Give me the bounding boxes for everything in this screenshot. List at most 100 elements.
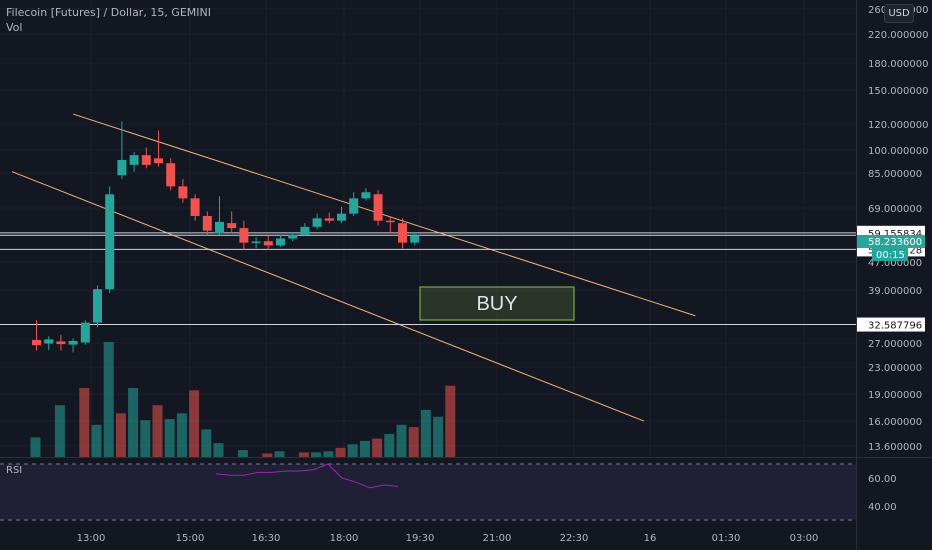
volume-bar — [347, 444, 358, 457]
horizontal-line-value: 59.155834 — [868, 229, 922, 240]
y-tick-label: 39.000000 — [868, 286, 922, 297]
candle-body[interactable] — [190, 198, 200, 216]
y-tick-label: 23.000000 — [868, 363, 922, 374]
x-tick-label: 18:00 — [330, 533, 359, 544]
buy-label: BUY — [476, 293, 517, 315]
horizontal-line-value: 32.587796 — [868, 321, 922, 332]
candle-body[interactable] — [166, 163, 176, 187]
candle-body[interactable] — [239, 228, 249, 243]
trendlines[interactable] — [11, 113, 696, 422]
candle-body[interactable] — [288, 234, 298, 239]
volume-bar — [30, 437, 41, 457]
x-tick-label: 16 — [644, 533, 657, 544]
last-price-box — [857, 235, 925, 248]
volume-bar — [408, 427, 419, 457]
candle-body[interactable] — [178, 186, 188, 199]
trendline-0[interactable] — [72, 113, 696, 317]
candle-body[interactable] — [312, 218, 322, 227]
x-tick-label: 21:00 — [483, 533, 512, 544]
candle-body[interactable] — [80, 322, 90, 343]
candle-body[interactable] — [251, 241, 261, 244]
rsi-tick-labels: 60.00 40.00 — [868, 474, 897, 513]
y-tick-label: 47.000000 — [868, 258, 922, 269]
y-tick-label: 180.000000 — [868, 59, 928, 70]
volume-bar — [91, 424, 102, 457]
y-tick-label: 120.000000 — [868, 120, 928, 131]
volume-bar — [140, 420, 151, 457]
trendline-1[interactable] — [11, 171, 645, 422]
candle-body[interactable] — [154, 158, 163, 164]
x-tick-label: 16:30 — [252, 533, 281, 544]
candle-body[interactable] — [68, 340, 78, 345]
volume-bar — [262, 453, 273, 457]
candle-body[interactable] — [398, 223, 407, 243]
candle-body[interactable] — [337, 213, 346, 221]
candle-body[interactable] — [385, 220, 395, 223]
candle-body[interactable] — [93, 289, 102, 323]
candle-body[interactable] — [361, 192, 371, 199]
candle-body[interactable] — [215, 221, 224, 234]
horizontal-line-tag — [857, 317, 925, 332]
time-axis[interactable]: 13:00 15:00 16:30 18:00 19:30 21:00 22:30 16 01:… — [77, 533, 819, 544]
y-tick-label: 16.000000 — [868, 417, 922, 428]
y-tick-label: 27.000000 — [868, 339, 922, 350]
volume-bar — [54, 405, 65, 457]
candles[interactable] — [32, 121, 420, 353]
candle-body[interactable] — [141, 155, 151, 165]
candle-body[interactable] — [202, 215, 212, 231]
candle-body[interactable] — [32, 339, 41, 346]
candle-body[interactable] — [410, 235, 420, 243]
volume-bar — [115, 413, 126, 457]
volume-bar — [298, 452, 309, 457]
candle-body[interactable] — [227, 223, 237, 229]
candle-body[interactable] — [276, 238, 285, 246]
y-tick-label: 150.000000 — [868, 86, 928, 97]
rsi-line — [215, 463, 399, 489]
volume-bar — [176, 413, 187, 457]
candle-body[interactable] — [263, 241, 273, 246]
volume-bar — [420, 409, 431, 457]
y-tick-label: 85.000000 — [868, 169, 922, 180]
volume-bar — [213, 443, 224, 457]
volume-bar — [164, 419, 175, 457]
candle-body[interactable] — [56, 341, 66, 345]
y-tick-label: 100.000000 — [868, 146, 928, 157]
candle-body[interactable] — [300, 226, 310, 235]
volume-bar — [79, 388, 90, 457]
volume-bar — [445, 385, 456, 457]
countdown-box — [872, 248, 908, 261]
candle-body[interactable] — [105, 194, 115, 290]
chart-title: Filecoin [Futures] / Dollar, 15, GEMINI — [6, 6, 211, 19]
y-tick-label: 13.600000 — [868, 442, 922, 453]
volume-bar — [189, 390, 200, 457]
volume-bar — [359, 440, 370, 457]
last-price-tag: 58.233600 00:15 — [857, 235, 925, 261]
volume-bar — [372, 438, 383, 457]
volume-bar — [152, 405, 163, 457]
last-price-value: 58.233600 — [868, 237, 922, 248]
volume-bar — [433, 416, 444, 457]
y-tick-label: 69.000000 — [868, 204, 922, 215]
rsi-band — [0, 464, 856, 520]
countdown-value: 00:15 — [876, 250, 905, 261]
x-tick-label: 19:30 — [406, 533, 435, 544]
volume-bar — [237, 450, 248, 457]
candle-body[interactable] — [44, 339, 54, 344]
horizontal-lines[interactable] — [0, 232, 856, 326]
volume-bar — [323, 451, 334, 457]
candle-body[interactable] — [373, 194, 383, 221]
currency-button[interactable]: USD — [884, 4, 914, 23]
volume-bar — [311, 452, 322, 457]
candle-body[interactable] — [117, 159, 127, 176]
x-tick-label: 22:30 — [560, 533, 589, 544]
candle-body[interactable] — [349, 198, 359, 214]
candle-body[interactable] — [129, 155, 139, 165]
x-tick-label: 03:00 — [790, 533, 819, 544]
buy-annotation[interactable]: BUY — [419, 286, 575, 321]
buy-box[interactable] — [419, 286, 575, 321]
rsi-label: RSI — [6, 465, 22, 476]
candle-body[interactable] — [324, 218, 334, 221]
volume-bar — [128, 388, 139, 457]
